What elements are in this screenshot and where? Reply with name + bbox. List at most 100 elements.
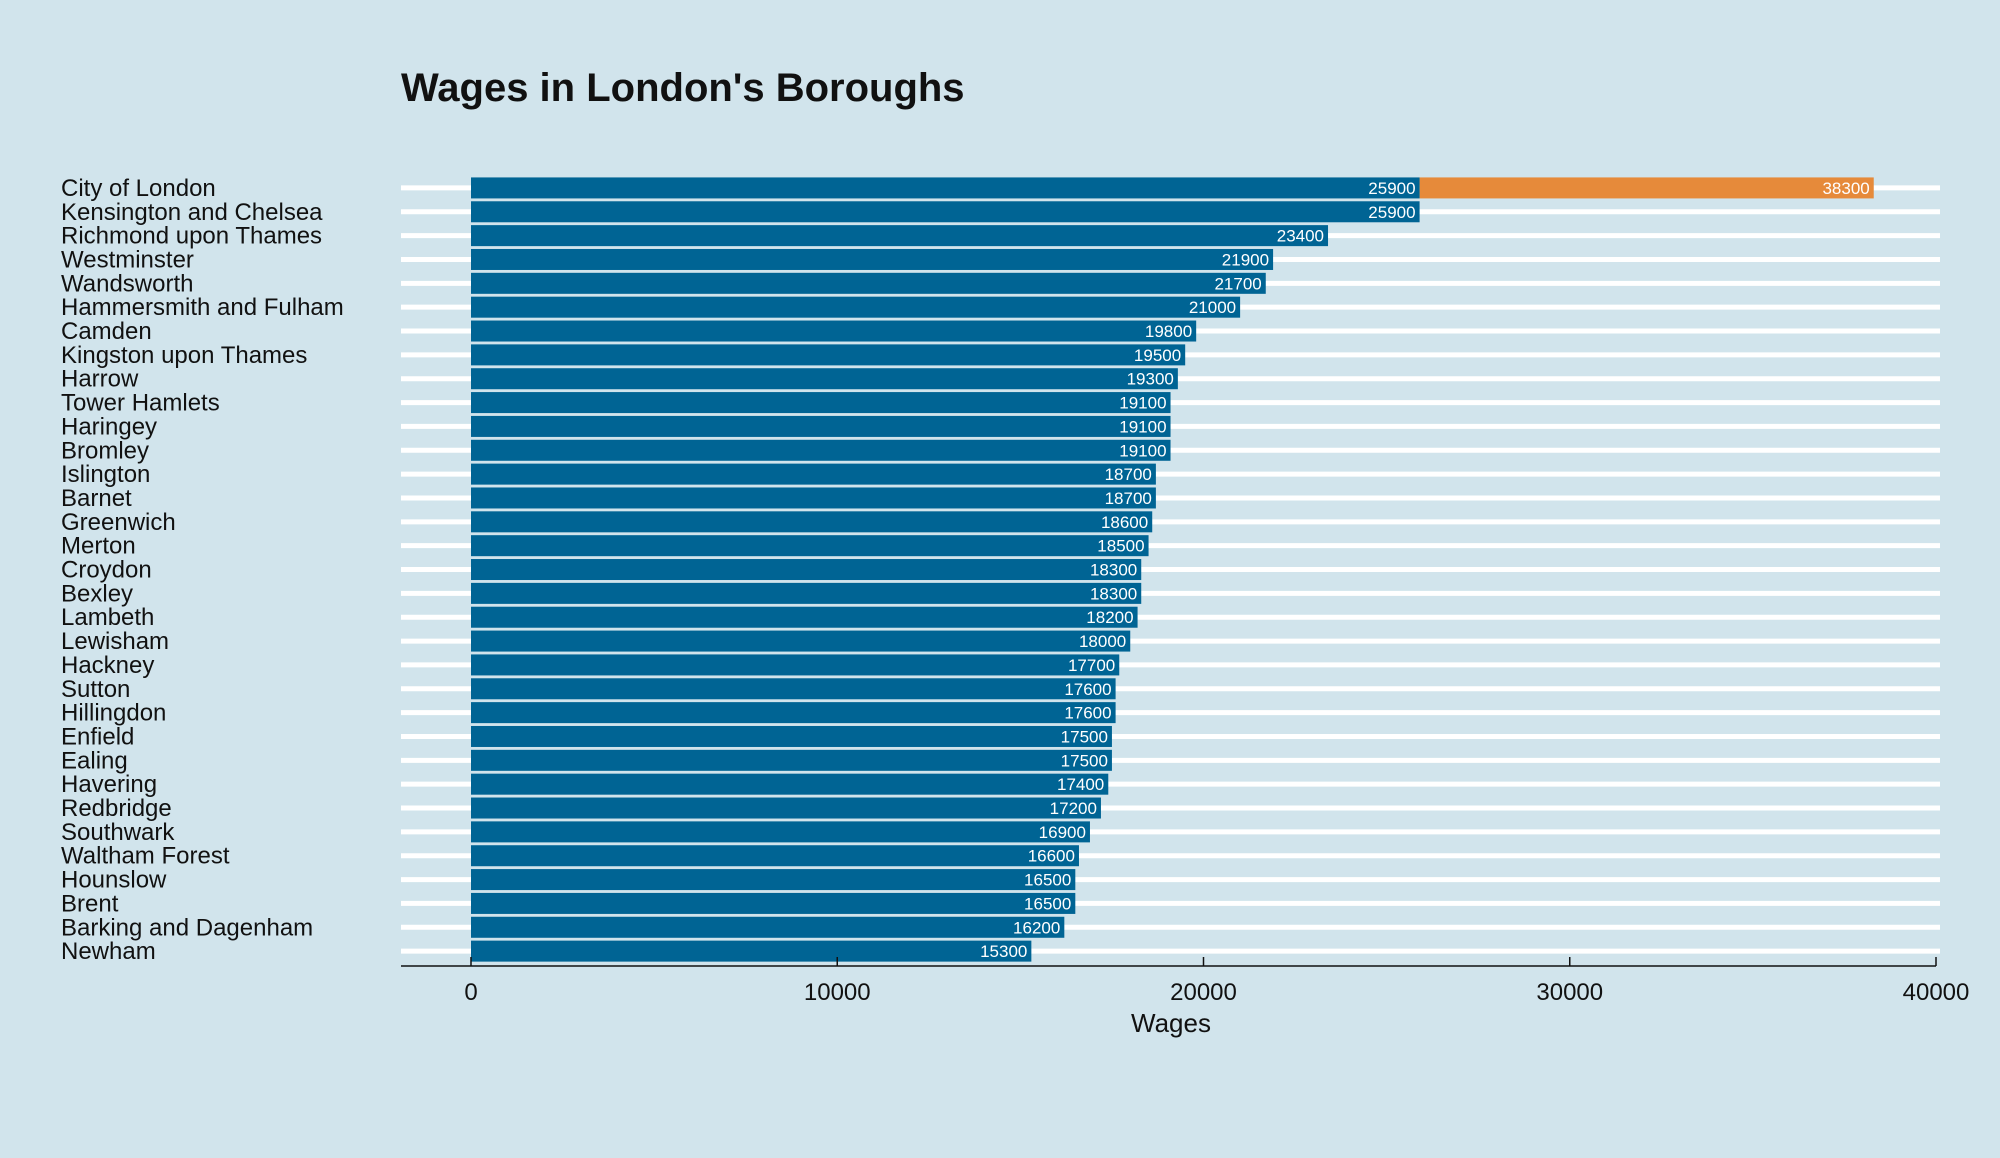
bar	[471, 845, 1079, 867]
bar	[471, 487, 1156, 509]
bar	[471, 463, 1156, 485]
category-label: Tower Hamlets	[61, 390, 220, 417]
category-label: Lewisham	[61, 628, 169, 655]
bar	[471, 415, 1171, 437]
bar	[471, 892, 1076, 914]
bar-value-label: 16500	[1024, 894, 1071, 913]
category-label: Waltham Forest	[61, 843, 230, 870]
bar	[471, 320, 1197, 342]
bar-value-label: 17500	[1061, 727, 1108, 746]
x-tick-label: 10000	[804, 979, 871, 1006]
category-label: Enfield	[61, 723, 134, 750]
category-label: Croydon	[61, 557, 152, 584]
bar	[471, 368, 1178, 390]
bar	[471, 225, 1329, 247]
category-label: Hillingdon	[61, 700, 166, 727]
category-label: Southwark	[61, 819, 175, 846]
bar	[471, 916, 1065, 938]
bar	[471, 678, 1116, 700]
bar-value-label: 25900	[1368, 203, 1415, 222]
bar	[471, 439, 1171, 461]
bar	[471, 606, 1138, 628]
category-label: City of London	[61, 175, 216, 202]
category-label: Merton	[61, 533, 136, 560]
bar	[471, 773, 1109, 795]
category-label: Hammersmith and Fulham	[61, 294, 344, 321]
x-tick-label: 20000	[1170, 979, 1237, 1006]
category-label: Kensington and Chelsea	[61, 199, 323, 226]
bar-value-label: 19100	[1119, 417, 1166, 436]
bar	[471, 272, 1266, 294]
category-label: Kingston upon Thames	[61, 342, 307, 369]
bar	[471, 821, 1090, 843]
bar	[471, 749, 1112, 771]
category-label: Havering	[61, 771, 157, 798]
bar-value-label: 17600	[1064, 680, 1111, 699]
bar-value-label: 18700	[1105, 465, 1152, 484]
category-label: Barking and Dagenham	[61, 914, 313, 941]
bar	[471, 248, 1274, 270]
category-label: Wandsworth	[61, 270, 194, 297]
bar-value-label: 17400	[1057, 775, 1104, 794]
bar-value-label: 18600	[1101, 513, 1148, 532]
bar-value-label: 18000	[1079, 632, 1126, 651]
bar-value-label: 16200	[1013, 918, 1060, 937]
bar	[471, 582, 1142, 604]
x-tick-label: 0	[464, 979, 477, 1006]
bar-value-label: 17500	[1061, 751, 1108, 770]
x-tick-label: 40000	[1903, 979, 1970, 1006]
bar-value-label: 16500	[1024, 871, 1071, 890]
category-label: Westminster	[61, 246, 194, 273]
bar	[471, 559, 1142, 581]
chart-title: Wages in London's Boroughs	[401, 66, 965, 110]
bar	[471, 201, 1420, 223]
bar-value-label: 17600	[1064, 704, 1111, 723]
category-label: Ealing	[61, 747, 128, 774]
bar-value-label: 16600	[1028, 847, 1075, 866]
category-label: Hounslow	[61, 867, 167, 894]
category-label: Richmond upon Thames	[61, 223, 322, 250]
bar	[471, 296, 1241, 318]
category-label: Sutton	[61, 676, 130, 703]
bar-value-label: 16900	[1039, 823, 1086, 842]
bar-value-label: 38300	[1822, 179, 1869, 198]
bar	[471, 535, 1149, 557]
bar-value-label: 18300	[1090, 584, 1137, 603]
bar	[471, 511, 1153, 533]
category-label: Redbridge	[61, 795, 172, 822]
category-label: Islington	[61, 461, 150, 488]
bar-value-label: 19100	[1119, 394, 1166, 413]
bar	[471, 392, 1171, 414]
bar-value-label: 21900	[1222, 250, 1269, 269]
x-tick-label: 30000	[1536, 979, 1603, 1006]
bar	[471, 177, 1420, 199]
bar-value-label: 17200	[1050, 799, 1097, 818]
category-label: Harrow	[61, 366, 139, 393]
category-label: Barnet	[61, 485, 132, 512]
bars: 38300 25900 25900 23400 21900 21700 21000 19800…	[471, 177, 1874, 962]
bar-value-label: 19500	[1134, 346, 1181, 365]
bar-value-label: 21000	[1189, 298, 1236, 317]
bar-highlight	[1419, 177, 1874, 199]
bar-value-label: 18300	[1090, 561, 1137, 580]
category-label: Greenwich	[61, 509, 176, 536]
category-label: Hackney	[61, 652, 154, 679]
bar-value-label: 18700	[1105, 489, 1152, 508]
bar-value-label: 25900	[1368, 179, 1415, 198]
bar	[471, 797, 1101, 819]
bar	[471, 630, 1131, 652]
bar-value-label: 17700	[1068, 656, 1115, 675]
bar-value-label: 21700	[1214, 274, 1261, 293]
bar-value-label: 18200	[1086, 608, 1133, 627]
category-label: Haringey	[61, 413, 157, 440]
bar-value-label: 18500	[1097, 537, 1144, 556]
category-label: Lambeth	[61, 604, 154, 631]
category-label: Camden	[61, 318, 152, 345]
category-label: Brent	[61, 890, 119, 917]
bar	[471, 869, 1076, 891]
bar	[471, 654, 1120, 676]
category-label: Bexley	[61, 580, 133, 607]
bar-value-label: 19800	[1145, 322, 1192, 341]
